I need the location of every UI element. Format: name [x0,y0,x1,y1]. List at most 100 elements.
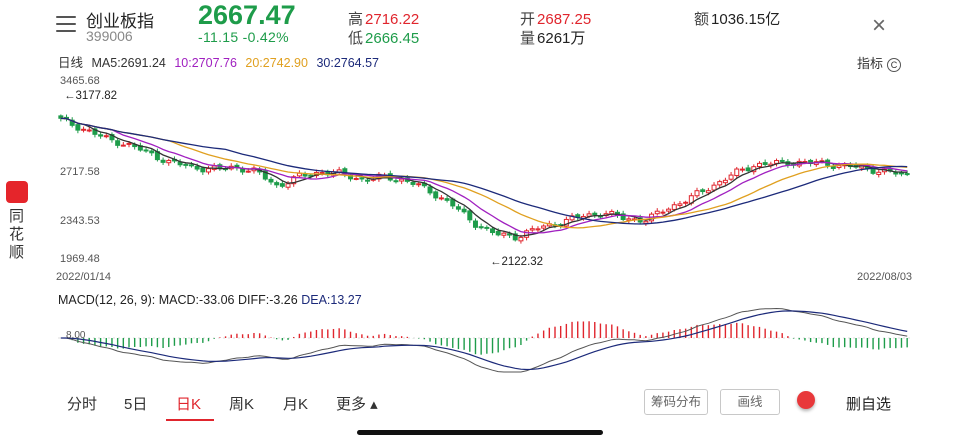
candle-up [876,171,882,176]
candle-down [98,134,104,137]
home-indicator [357,430,603,435]
min-annotation: ←2122.32 [490,256,544,268]
record-dot-icon[interactable] [797,391,815,409]
candle-up [535,228,541,231]
candle-down [75,124,81,131]
candle-down [745,167,751,172]
candle-down [444,198,450,201]
close-icon[interactable]: × [872,12,887,39]
candle-down [478,226,484,229]
ma20-line [60,117,908,229]
candle-down [115,140,121,146]
candle-up [717,181,723,186]
diff-line [60,307,908,373]
x-label-start: 2022/01/14 [56,271,112,283]
tonghuashun-logo-icon[interactable] [6,181,28,203]
low-value: 2666.45 [365,30,420,47]
draw-line-button[interactable]: 画线 [720,389,780,415]
change-value: -11.15 [198,29,239,45]
amount-stat: 额 1036.15亿 [694,11,781,28]
y-label-low: 2343.53 [60,215,100,227]
max-annotation: ←3177.82 [64,90,118,102]
candle-down [495,230,501,236]
candle-down [461,208,467,213]
candle-down [904,173,910,176]
candle-up [518,236,524,242]
candle-down [620,213,626,221]
candle-up [739,168,745,171]
candle-up [120,144,126,147]
amount-value: 1036.15亿 [711,11,781,28]
ma5-line [60,117,908,237]
candle-down [279,183,285,187]
tab-weekly-k[interactable]: 周K [229,396,255,413]
candle-up [722,179,728,184]
candle-down [92,128,98,135]
candle-up [166,159,172,164]
dea-line [60,310,908,371]
candle-down [69,119,75,126]
candle-down [830,166,836,169]
candle-up [285,183,291,188]
candle-down [427,186,433,194]
candle-down [762,162,768,165]
candle-up [541,225,547,229]
index-name: 创业板指 [86,12,154,31]
candle-down [268,178,274,183]
candle-up [86,129,92,132]
candle-up [677,203,683,206]
candle-up [683,201,689,204]
menu-icon[interactable] [56,16,76,34]
candle-up [654,210,660,215]
candle-up [756,162,762,167]
indicator-button[interactable]: 指标 C [857,53,902,72]
candle-down [183,163,189,166]
candle-up [694,190,700,197]
candle-up [728,174,734,180]
tab-more[interactable]: 更多 ▴ [336,396,378,413]
candle-up [438,197,444,200]
x-label-end: 2022/08/03 [857,271,913,283]
candle-down [898,172,904,175]
ma5-value: MA5:2691.24 [91,56,166,70]
ma30-line [60,117,908,225]
diff-value: DIFF:-3.26 [237,293,298,307]
candle-up [399,178,405,182]
chips-distribution-button[interactable]: 筹码分布 [644,389,708,415]
candle-down [302,173,308,177]
ma30-value: 30:2764.57 [316,56,379,70]
candle-up [126,142,132,145]
candle-down [433,191,439,199]
candle-up [643,220,649,224]
tab-minute[interactable]: 分时 [67,396,98,413]
side-app-label[interactable]: 同花顺 [9,208,25,261]
candle-down [149,150,155,154]
open-stat: 开 2687.25 [520,11,592,28]
low-stat: 低 2666.45 [348,30,420,47]
change-percent: -0.42% [242,29,289,45]
tab-5day[interactable]: 5日 [124,396,148,413]
candle-up [626,218,632,221]
high-stat: 高 2716.22 [348,11,420,28]
candle-up [103,135,109,138]
candle-down [188,164,194,167]
indicator-cycle-icon: C [887,57,902,72]
ma10-value: 10:2707.76 [174,56,237,70]
candle-down [455,206,461,210]
tab-monthly-k[interactable]: 月K [283,396,309,413]
candle-down [484,226,490,229]
candle-up [416,183,422,186]
candle-up [705,190,711,194]
volume-stat: 量 6261万 [520,30,586,47]
candle-up [774,160,780,164]
remove-favorite-button[interactable]: 删自选 [846,396,892,413]
index-code: 399006 [86,28,133,44]
tab-daily-k[interactable]: 日K [176,396,202,413]
ma-legend: 日线 MA5:2691.24 10:2707.76 20:2742.90 30:… [58,52,384,71]
current-price: 2667.47 [198,0,296,30]
candle-up [660,211,666,214]
y-label-top: 3465.68 [60,75,100,87]
candle-up [711,184,717,191]
candle-up [671,204,677,210]
